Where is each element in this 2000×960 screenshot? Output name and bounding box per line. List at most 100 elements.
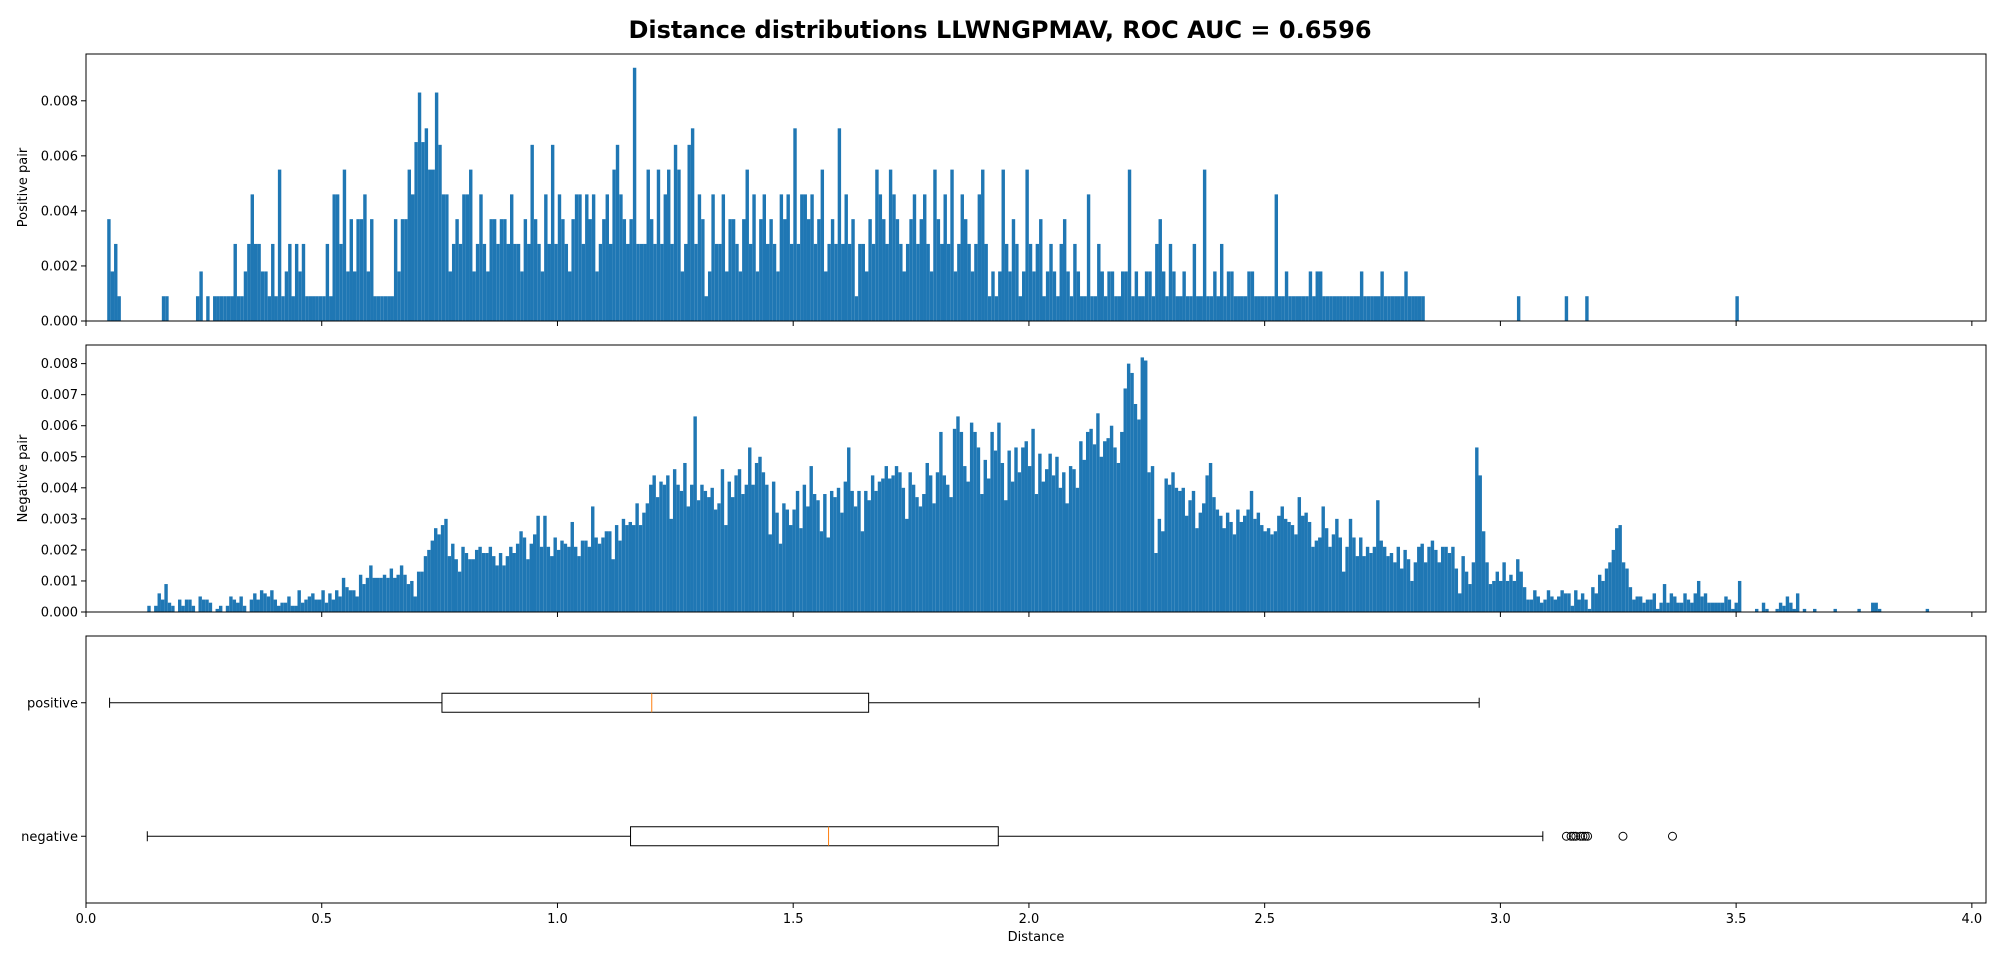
histogram-bar [475,243,480,321]
histogram-bar [824,271,828,321]
histogram-bar [568,271,572,321]
histogram-bar [1305,296,1309,321]
histogram-bar [1191,490,1196,612]
histogram-bar [946,243,951,321]
histogram-bar [1336,296,1340,321]
histogram-bar [546,546,551,612]
histogram-bar [188,599,192,612]
histogram-bar [816,500,820,612]
histogram-bar [1192,243,1197,321]
histogram-bar [277,169,282,321]
y-tick-label: 0.003 [41,512,78,527]
histogram-bar [868,219,872,321]
histogram-bar [1481,531,1486,612]
histogram-bar [1502,562,1506,612]
histogram-bar [1052,271,1057,321]
histogram-bar [1414,296,1418,321]
histogram-bar [663,194,668,321]
histogram-bar [861,243,865,321]
histogram-bar [1120,271,1125,321]
histogram-bar [438,144,442,321]
histogram-bar [887,478,892,612]
histogram-bar [918,506,923,612]
histogram-bar [1093,296,1098,321]
histogram-bar [1144,271,1149,321]
histogram-bar [1154,553,1158,612]
histogram-bar [1382,546,1387,612]
histogram-bar [556,549,561,612]
histogram-bar [1710,602,1715,612]
histogram-bar [1103,441,1107,612]
x-tick-label: 0.5 [311,912,332,927]
histogram-bar [864,490,868,612]
histogram-bar [728,219,732,321]
histogram-bar [478,546,482,612]
histogram-bar [737,469,742,612]
histogram-bar [597,543,602,612]
histogram-bar [273,599,277,612]
histogram-bar [809,466,813,612]
histogram-bar [1008,271,1012,321]
histogram-bar [1038,453,1042,612]
histogram-bar [1407,296,1412,321]
histogram-bar [1335,518,1339,612]
histogram-bar [1017,472,1022,612]
y-tick-label: 0.006 [41,149,78,164]
histogram-bar [451,543,455,612]
histogram-bar [817,219,821,321]
histogram-bar [229,596,233,612]
histogram-bar [820,169,825,321]
histogram-bar [420,571,424,612]
histogram-bar [853,506,858,612]
histogram-bar [242,605,247,612]
histogram-bar [707,271,712,321]
histogram-bar [990,431,994,612]
histogram-bar [1185,296,1190,321]
histogram-bar [1376,500,1380,612]
histogram-bar [1693,593,1697,612]
histogram-bar [1324,528,1329,612]
histogram-bar [878,194,883,321]
histogram-bar [288,243,292,321]
histogram-bar [875,169,879,321]
histogram-bar [662,484,667,612]
histogram-bar [1148,271,1152,321]
histogram-bar [335,590,339,612]
histogram-bar [444,518,448,612]
histogram-bar [550,144,555,321]
axes-frame [85,344,1987,613]
histogram-bar [1015,243,1019,321]
histogram-bar [677,169,681,321]
histogram-bar [1464,571,1469,612]
histogram-bar [1072,469,1076,612]
histogram-bar [533,219,538,321]
histogram-bar [991,271,995,321]
histogram-bar [1857,608,1861,612]
histogram-bar [1270,534,1274,612]
histogram-bar [527,243,531,321]
histogram-bar [953,271,958,321]
histogram-bar [810,194,814,321]
histogram-bar [1325,296,1330,321]
histogram-bar [984,243,988,321]
histogram-bar [1307,521,1312,612]
histogram-bar [1536,596,1540,612]
histogram-bar [772,243,777,321]
histogram-bar [161,296,166,321]
histogram-bar [554,243,558,321]
histogram-bar [485,553,489,612]
histogram-bar [239,596,243,612]
histogram-bar [413,596,417,612]
histogram-bar [1498,580,1503,612]
histogram-bar [564,243,569,321]
histogram-bar [813,243,818,321]
histogram-bar [1564,296,1569,321]
histogram-bar [1131,296,1135,321]
histogram-bar [1526,599,1530,612]
histogram-bar [154,605,158,612]
histogram-bar [700,484,704,612]
histogram-bar [942,475,947,612]
histogram-bar [1813,608,1817,612]
histogram-bar [1543,599,1547,612]
histogram-bar [1495,571,1499,612]
